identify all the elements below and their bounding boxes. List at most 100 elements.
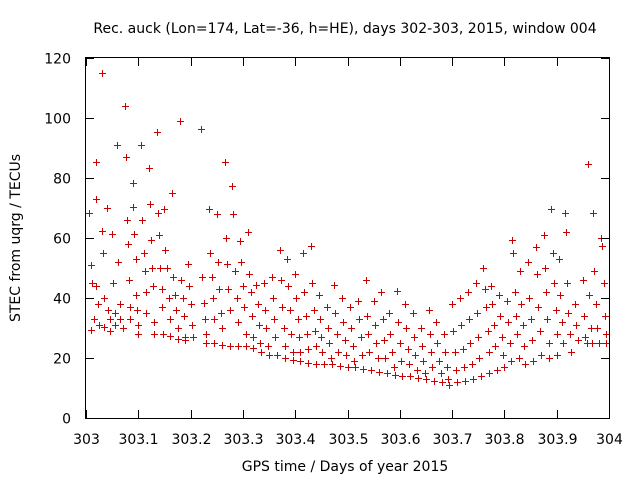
- data-point: [546, 340, 553, 347]
- data-point: [544, 316, 551, 323]
- data-point: [405, 346, 412, 353]
- x-axis-label: GPS time / Days of year 2015: [242, 459, 449, 475]
- data-point: [371, 298, 378, 305]
- data-point: [104, 205, 111, 212]
- data-point: [332, 310, 339, 317]
- data-point: [285, 283, 292, 290]
- data-point: [512, 289, 519, 296]
- data-point: [324, 304, 331, 311]
- y-axis-label: STEC from uqrg / TECUs: [8, 154, 24, 322]
- data-point: [185, 261, 192, 268]
- data-point: [556, 256, 563, 263]
- data-point: [133, 256, 140, 263]
- data-point: [304, 331, 311, 338]
- data-point: [373, 340, 380, 347]
- data-point: [470, 376, 477, 383]
- data-point: [154, 129, 161, 136]
- data-point: [364, 313, 371, 320]
- data-point: [557, 292, 564, 299]
- data-point: [391, 364, 398, 371]
- data-point: [548, 206, 555, 213]
- data-point: [151, 319, 158, 326]
- data-point: [376, 369, 383, 376]
- data-point: [281, 325, 288, 332]
- data-point: [446, 382, 453, 389]
- data-point: [534, 271, 541, 278]
- data-point: [339, 295, 346, 302]
- data-point: [258, 349, 265, 356]
- data-point: [436, 358, 443, 365]
- data-point: [110, 280, 117, 287]
- data-point: [343, 352, 350, 359]
- data-point: [427, 331, 434, 338]
- data-point: [403, 325, 410, 332]
- data-point: [117, 316, 124, 323]
- data-point: [287, 307, 294, 314]
- data-point: [337, 363, 344, 370]
- data-point: [325, 325, 332, 332]
- data-point: [206, 206, 213, 213]
- data-point: [474, 310, 481, 317]
- data-point: [290, 357, 297, 364]
- data-point: [235, 343, 242, 350]
- data-point: [240, 283, 247, 290]
- chart-title: Rec. auck (Lon=174, Lat=-36, h=HE), days…: [93, 21, 596, 37]
- data-point: [143, 310, 150, 317]
- data-point: [202, 316, 209, 323]
- data-point: [387, 331, 394, 338]
- data-point: [222, 159, 229, 166]
- data-point: [301, 289, 308, 296]
- data-point: [410, 310, 417, 317]
- data-point: [550, 250, 557, 257]
- data-point: [457, 295, 464, 302]
- data-point: [271, 316, 278, 323]
- data-point: [542, 265, 549, 272]
- data-point: [296, 334, 303, 341]
- data-point: [489, 301, 496, 308]
- data-point: [478, 373, 485, 380]
- data-point: [418, 325, 425, 332]
- data-point: [497, 313, 504, 320]
- data-point: [492, 343, 499, 350]
- data-point: [256, 322, 263, 329]
- data-point: [177, 118, 184, 125]
- data-point: [412, 352, 419, 359]
- data-point: [130, 180, 137, 187]
- x-tick-label: 303.6: [380, 432, 420, 448]
- data-point: [89, 280, 96, 287]
- data-point: [241, 304, 248, 311]
- data-point: [564, 280, 571, 287]
- data-point: [186, 283, 193, 290]
- data-point: [138, 142, 145, 149]
- data-point: [124, 217, 131, 224]
- data-point: [563, 229, 570, 236]
- data-point: [292, 271, 299, 278]
- data-point: [543, 289, 550, 296]
- data-point: [261, 280, 268, 287]
- data-point: [526, 295, 533, 302]
- data-point: [411, 334, 418, 341]
- data-point: [313, 361, 320, 368]
- data-point: [215, 259, 222, 266]
- data-point: [429, 364, 436, 371]
- data-point: [602, 313, 609, 320]
- data-point: [159, 304, 166, 311]
- data-point: [250, 334, 257, 341]
- data-point: [453, 367, 460, 374]
- data-point: [529, 337, 536, 344]
- data-point: [143, 289, 150, 296]
- x-tick-label: 303: [73, 432, 100, 448]
- data-point: [528, 316, 535, 323]
- data-point: [308, 243, 315, 250]
- data-point: [214, 211, 221, 218]
- data-point: [107, 316, 114, 323]
- data-point: [313, 343, 320, 350]
- data-point: [225, 286, 232, 293]
- data-point: [406, 361, 413, 368]
- data-point: [535, 304, 542, 311]
- data-point: [227, 343, 234, 350]
- data-point: [560, 340, 567, 347]
- data-point: [288, 331, 295, 338]
- data-point: [541, 232, 548, 239]
